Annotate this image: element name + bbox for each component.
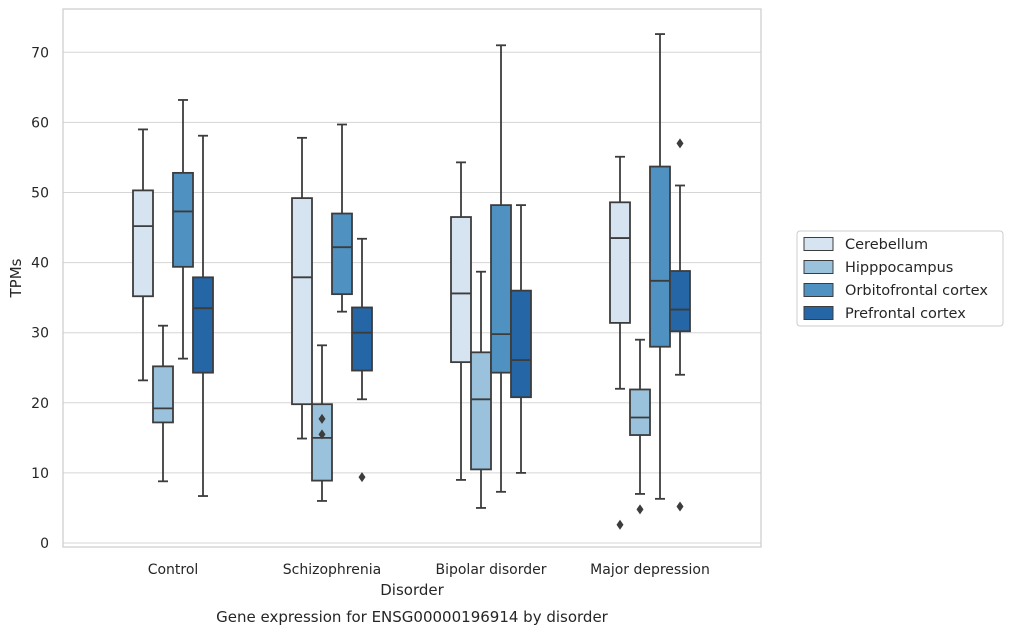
y-tick-label-10: 10 [31, 466, 49, 482]
x-axis-label: Disorder [380, 581, 444, 599]
legend-label-1: Hipppocampus [845, 260, 953, 276]
box-0-2 [450, 161, 472, 481]
x-tick-label-2: Bipolar disorder [435, 562, 546, 578]
box-1-1 [311, 344, 333, 502]
x-tick-labels: Control Schizophrenia Bipolar disorder Majo… [148, 562, 710, 578]
box-2-3 [649, 33, 671, 500]
box-body [669, 270, 691, 333]
box-body [311, 403, 333, 482]
box-body [152, 365, 174, 424]
box-2-0 [172, 99, 194, 360]
box-body [629, 388, 651, 436]
y-tick-label-30: 30 [31, 326, 49, 342]
box-body [450, 216, 472, 364]
box-0-0 [132, 128, 154, 382]
box-0-3 [609, 155, 631, 390]
box-3-1 [351, 237, 373, 483]
y-tick-label-60: 60 [31, 115, 49, 131]
box-1-2 [470, 270, 492, 509]
flier-0 [318, 413, 326, 424]
y-tick-label-70: 70 [31, 45, 49, 61]
box-body [172, 171, 194, 268]
box-0-1 [291, 136, 313, 440]
x-tick-label-1: Schizophrenia [283, 562, 381, 578]
y-tick-labels: 0 10 20 30 40 50 60 70 [31, 45, 49, 552]
legend-label-3: Prefrontal cortex [845, 306, 966, 322]
legend-frame [796, 230, 1004, 327]
box-body [609, 201, 631, 324]
legend-label-0: Cerebellum [845, 237, 928, 253]
box-body [470, 351, 492, 471]
legend-label-2: Orbitofrontal cortex [845, 283, 988, 299]
box-2-1 [331, 123, 353, 313]
flier-0 [676, 138, 684, 149]
box-body [132, 189, 154, 298]
box-1-3 [629, 338, 651, 515]
flier-0 [358, 472, 366, 483]
y-tick-label-20: 20 [31, 396, 49, 412]
legend-swatch-3 [803, 306, 834, 320]
legend-swatch-2 [803, 283, 834, 297]
box-body [331, 212, 353, 296]
legend: Cerebellum Hipppocampus Orbitofrontal cort… [796, 230, 1004, 327]
legend-swatch-1 [803, 260, 834, 274]
flier-0 [636, 504, 644, 515]
legend-swatch-0 [803, 237, 834, 251]
box-body [649, 165, 671, 348]
y-axis-label: TPMs [7, 258, 25, 298]
box-2-2 [490, 44, 512, 493]
box-body [351, 306, 373, 372]
box-body [510, 289, 532, 399]
extra-flier-0 [616, 519, 624, 530]
flier-1 [676, 501, 684, 512]
boxes [132, 33, 691, 530]
box-1-0 [152, 324, 174, 483]
y-tick-label-0: 0 [40, 536, 49, 552]
plot-frame [62, 8, 762, 548]
box-body [192, 276, 214, 374]
box-3-3 [669, 138, 691, 512]
box-body [490, 204, 512, 374]
x-tick-label-0: Control [148, 562, 199, 578]
y-tick-label-50: 50 [31, 186, 49, 202]
x-tick-label-3: Major depression [590, 562, 710, 578]
y-tick-label-40: 40 [31, 256, 49, 272]
box-body [291, 197, 313, 406]
flier-1 [318, 429, 326, 440]
chart-title: Gene expression for ENSG00000196914 by d… [216, 608, 609, 626]
box-3-2 [510, 204, 532, 474]
box-3-0 [192, 134, 214, 497]
